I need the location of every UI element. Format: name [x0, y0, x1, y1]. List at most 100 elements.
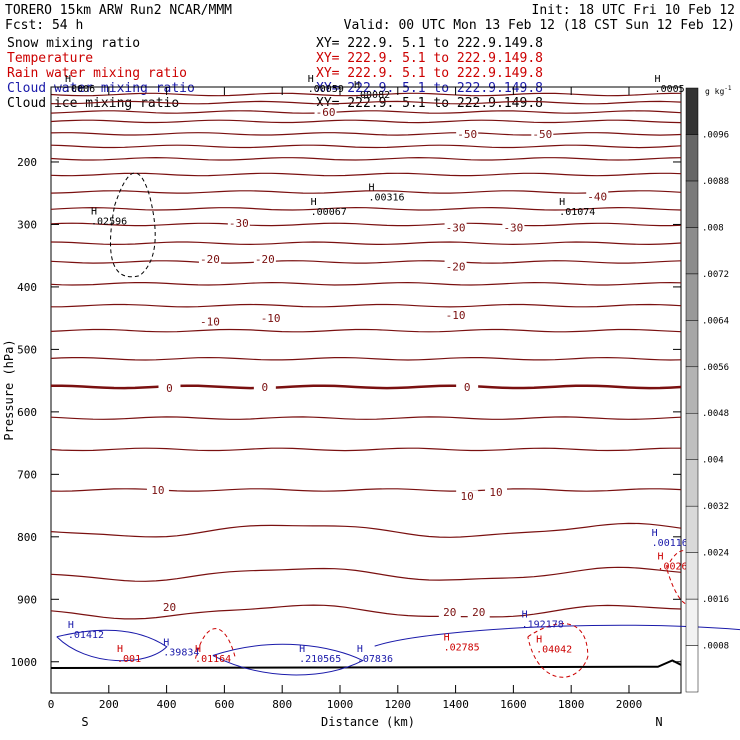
- x-tick-label: 600: [214, 698, 234, 711]
- x-tick-label: 200: [99, 698, 119, 711]
- colorbar-swatch: [685, 134, 699, 182]
- maximum-value-label: .01412: [68, 630, 104, 641]
- temperature-contour-line: [50, 241, 682, 246]
- temperature-contour-label: -30: [503, 222, 523, 235]
- temperature-contour-line: [50, 447, 681, 452]
- y-tick-label: 300: [17, 218, 37, 231]
- maximum-marker: H: [354, 80, 360, 91]
- maximum-marker: H: [357, 644, 363, 655]
- contour-label-bg: [485, 485, 508, 498]
- x-tick-label: 1600: [500, 698, 527, 711]
- rain-water-contour: [666, 550, 698, 605]
- contour-label-bg: [253, 380, 276, 393]
- temperature-contour-line: [50, 190, 682, 194]
- colorbar-swatch: [685, 273, 699, 321]
- contour-label-bg: [502, 221, 525, 234]
- temperature-contour-line: [51, 384, 682, 390]
- contour-label-bg: [259, 312, 282, 325]
- maximum-value-label: .00082: [354, 90, 390, 101]
- colorbar-swatch: [685, 87, 699, 135]
- colorbar-tick-label: .0096: [702, 130, 729, 140]
- maximum-value-label: .04042: [536, 644, 572, 655]
- maximum-marker: H: [657, 551, 663, 562]
- temperature-contour-label: -10: [261, 312, 281, 325]
- colorbar-tick-label: .0088: [702, 177, 729, 187]
- maximum-value-label: .0005: [655, 84, 685, 95]
- maximum-marker: H: [91, 206, 97, 217]
- contour-label-bg: [456, 127, 479, 140]
- temperature-contour-line: [50, 110, 682, 114]
- temperature-contour-label: -20: [200, 253, 220, 266]
- maximum-marker: H: [68, 620, 74, 631]
- temperature-contour-line: [50, 172, 682, 177]
- contour-label-bg: [253, 252, 276, 265]
- x-tick-label: 1200: [385, 698, 412, 711]
- maximum-value-label: .00059: [308, 84, 344, 95]
- maximum-marker: H: [195, 644, 201, 655]
- contour-label-bg: [198, 315, 221, 328]
- contour-label-bg: [227, 217, 250, 230]
- temperature-contour-label: 20: [443, 606, 456, 619]
- x-tick-label: 1400: [442, 698, 469, 711]
- temperature-contour-line: [50, 356, 682, 361]
- colorbar-tick-label: .0032: [702, 502, 729, 512]
- temperature-contour-label: -20: [446, 260, 466, 273]
- y-tick-label: 600: [17, 406, 37, 419]
- rain-water-contour: [195, 628, 236, 659]
- colorbar-tick-label: .0024: [702, 549, 729, 559]
- contour-label-bg: [467, 605, 490, 618]
- maximum-value-label: .01074: [559, 207, 595, 218]
- contour-label-bg: [456, 490, 479, 503]
- maximum-value-label: .210565: [299, 654, 341, 665]
- colorbar-swatch: [685, 412, 699, 460]
- temperature-contour-label: 10: [151, 484, 164, 497]
- temperature-contour-line: [50, 566, 682, 582]
- temperature-contour-line: [50, 100, 682, 105]
- temperature-contour-label: -30: [229, 217, 249, 230]
- colorbar-swatch: [685, 459, 699, 507]
- maximum-marker: H: [652, 528, 658, 539]
- south-label: S: [81, 715, 88, 729]
- colorbar-unit: g kg-1: [705, 85, 732, 96]
- temperature-contour-label: 0: [464, 381, 471, 394]
- contour-label-bg: [444, 221, 467, 234]
- maximum-marker: H: [559, 197, 565, 208]
- temperature-contour-label: 10: [461, 490, 474, 503]
- maximum-marker: H: [655, 74, 661, 85]
- temperature-contour-line: [50, 604, 682, 620]
- contour-label-bg: [444, 260, 467, 273]
- temperature-contour-label: 10: [489, 486, 502, 499]
- temperature-contour-line: [50, 222, 682, 227]
- x-tick-label: 800: [272, 698, 292, 711]
- x-tick-label: 400: [157, 698, 177, 711]
- temperature-contour-line: [51, 303, 682, 308]
- temperature-contour-line: [50, 119, 682, 124]
- contour-label-bg: [158, 382, 181, 395]
- temperature-contour-label: 20: [163, 601, 176, 614]
- temperature-contour-line: [50, 260, 682, 264]
- contour-label-bg: [314, 105, 337, 118]
- temperature-contour-label: 0: [262, 381, 269, 394]
- x-tick-label: 1000: [327, 698, 354, 711]
- rain-water-contour: [527, 623, 589, 678]
- maximum-value-label: .00067: [311, 207, 347, 218]
- colorbar-swatch: [685, 366, 699, 414]
- maximum-marker: H: [163, 638, 169, 649]
- hydrometeor-contours: [56, 172, 740, 678]
- colorbar-tick-label: .0048: [702, 409, 729, 419]
- legend-label: Cloud ice mixing ratio: [7, 96, 179, 111]
- terrain-line: [50, 659, 682, 670]
- plot-frame: [50, 86, 682, 694]
- contour-label-bg: [146, 483, 169, 496]
- x-tick-label: 2000: [616, 698, 643, 711]
- legend-xy: XY= 222.9. 5.1 to 222.9.149.8: [316, 96, 543, 111]
- y-tick-label: 200: [17, 156, 37, 169]
- temperature-contour-label: 20: [472, 606, 485, 619]
- colorbar-swatch: [685, 552, 699, 600]
- maximum-value-label: .00316: [368, 193, 404, 204]
- legend-xy: XY= 222.9. 5.1 to 222.9.149.8: [316, 81, 543, 96]
- legend-xy: XY= 222.9. 5.1 to 222.9.149.8: [316, 66, 543, 81]
- temperature-contour-label: -50: [532, 128, 552, 141]
- temperature-contour-line: [50, 92, 682, 97]
- temperature-contour-line: [50, 488, 682, 492]
